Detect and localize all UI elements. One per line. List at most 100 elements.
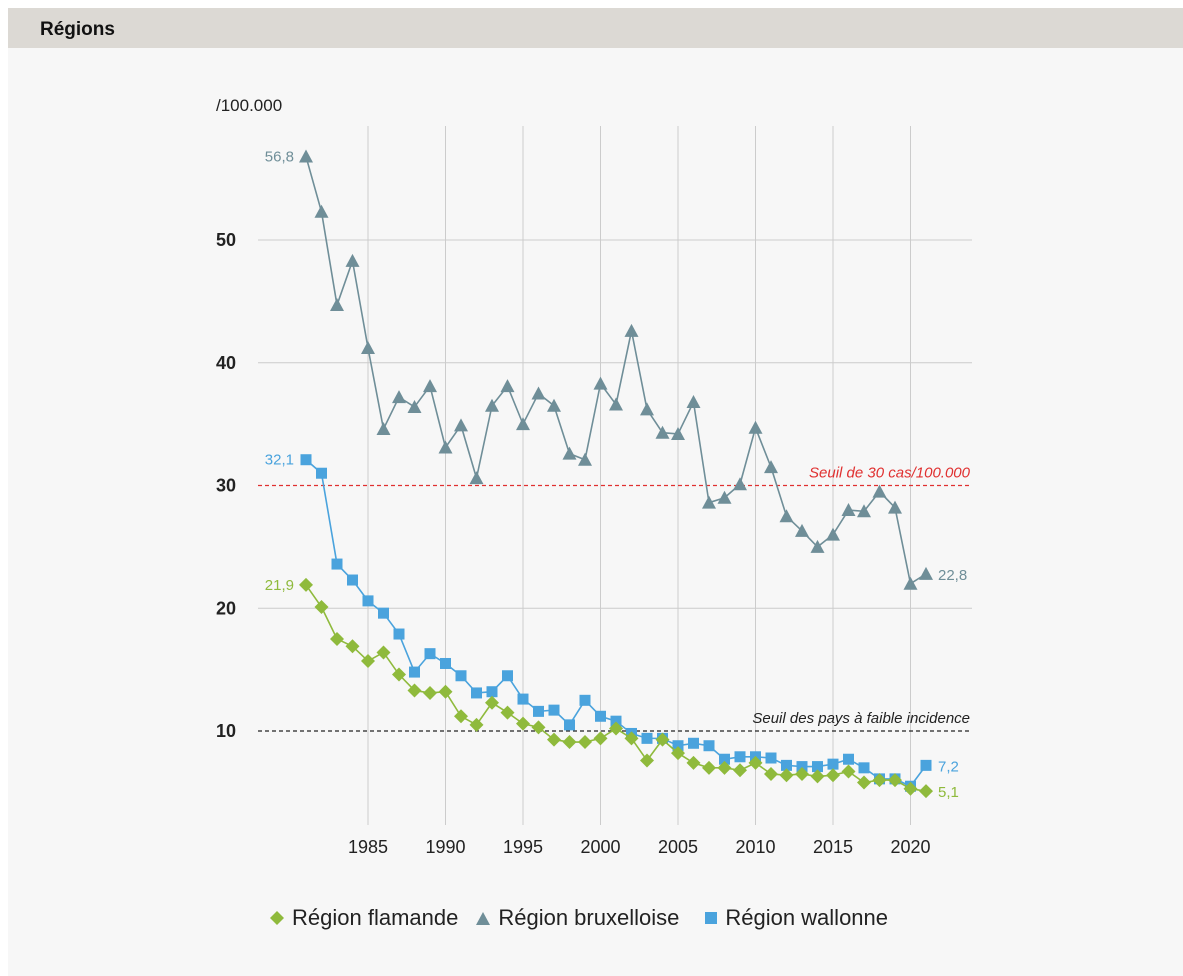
data-point-bruxelloise: [779, 509, 794, 523]
legend-label-flamande: Région flamande: [292, 905, 459, 930]
data-point-wallonne: [734, 751, 746, 763]
data-point-wallonne: [409, 666, 420, 678]
data-point-bruxelloise: [516, 417, 530, 431]
data-point-wallonne: [796, 761, 808, 773]
data-point-flamande: [640, 753, 654, 768]
data-point-bruxelloise: [919, 566, 933, 580]
data-point-wallonne: [471, 687, 482, 699]
section-title: Régions: [40, 19, 115, 40]
data-point-wallonne: [595, 710, 606, 722]
data-point-flamande: [299, 577, 313, 592]
data-point-wallonne: [641, 732, 653, 744]
data-point-flamande: [454, 709, 468, 724]
data-point-bruxelloise: [407, 399, 422, 413]
data-point-bruxelloise: [330, 298, 344, 312]
data-point-flamande: [314, 600, 329, 615]
data-point-bruxelloise: [733, 477, 747, 491]
data-point-bruxelloise: [299, 149, 313, 163]
data-point-bruxelloise: [562, 446, 577, 460]
data-point-wallonne: [827, 758, 839, 770]
x-tick-label-2010: 2010: [735, 837, 775, 857]
data-point-wallonne: [719, 753, 730, 765]
data-point-bruxelloise: [748, 420, 763, 434]
data-point-flamande: [531, 720, 546, 735]
y-tick-label-10: 10: [216, 721, 236, 741]
x-tick-label-2000: 2000: [580, 837, 620, 857]
triangle-icon: [476, 911, 491, 925]
data-point-bruxelloise: [702, 495, 716, 509]
x-tick-label-2015: 2015: [813, 837, 853, 857]
data-point-wallonne: [362, 595, 374, 607]
data-point-flamande: [361, 654, 375, 669]
data-point-flamande: [841, 764, 856, 779]
data-point-bruxelloise: [531, 386, 546, 400]
data-point-bruxelloise: [423, 379, 437, 393]
data-point-wallonne: [812, 761, 823, 773]
data-point-flamande: [702, 760, 716, 775]
data-point-wallonne: [688, 737, 699, 749]
data-point-flamande: [376, 645, 391, 660]
data-point-bruxelloise: [454, 418, 468, 432]
data-point-bruxelloise: [438, 440, 453, 454]
y-tick-label-40: 40: [216, 353, 236, 373]
start-label-wallonne: 32,1: [265, 452, 294, 469]
data-point-bruxelloise: [717, 490, 732, 504]
data-point-bruxelloise: [686, 395, 701, 409]
x-tick-label-2005: 2005: [658, 837, 698, 857]
data-point-flamande: [686, 755, 701, 770]
data-point-wallonne: [440, 657, 451, 669]
data-point-flamande: [779, 768, 794, 783]
data-point-flamande: [407, 683, 422, 698]
data-point-bruxelloise: [593, 376, 608, 390]
start-label-bruxelloise: 56,8: [265, 149, 294, 166]
x-tick-label-1985: 1985: [348, 837, 388, 857]
data-point-bruxelloise: [872, 484, 887, 498]
data-point-bruxelloise: [500, 379, 515, 393]
threshold-label-30: Seuil de 30 cas/100.000: [809, 465, 971, 482]
chart-panel: [8, 8, 1183, 976]
data-point-flamande: [423, 685, 437, 700]
data-point-bruxelloise: [345, 253, 360, 267]
data-point-wallonne: [703, 740, 715, 752]
y-tick-label-30: 30: [216, 476, 236, 496]
x-tick-label-2020: 2020: [890, 837, 930, 857]
data-point-flamande: [919, 784, 933, 799]
data-point-wallonne: [548, 704, 560, 716]
data-point-bruxelloise: [547, 398, 561, 412]
data-point-flamande: [733, 763, 747, 778]
data-point-flamande: [857, 775, 871, 790]
data-point-bruxelloise: [841, 503, 856, 517]
data-point-wallonne: [517, 693, 529, 705]
data-point-flamande: [438, 684, 453, 699]
x-tick-label-1990: 1990: [425, 837, 465, 857]
data-point-flamande: [547, 732, 561, 747]
threshold-label-10: Seuil des pays à faible incidence: [752, 710, 970, 727]
data-point-wallonne: [781, 759, 792, 771]
data-point-wallonne: [533, 705, 544, 717]
y-tick-label-50: 50: [216, 230, 236, 250]
data-point-flamande: [826, 768, 840, 783]
data-point-wallonne: [843, 753, 854, 765]
data-point-wallonne: [331, 558, 343, 570]
data-point-wallonne: [672, 740, 684, 752]
data-point-flamande: [330, 631, 344, 646]
data-point-flamande: [516, 716, 530, 731]
data-point-wallonne: [347, 574, 358, 586]
data-point-bruxelloise: [640, 402, 654, 416]
data-point-flamande: [469, 717, 484, 732]
data-point-flamande: [624, 731, 639, 746]
legend-item-flamande: Région flamande: [270, 905, 458, 931]
data-point-flamande: [903, 781, 918, 796]
data-point-flamande: [717, 760, 732, 775]
legend-item-bruxelloise: Région bruxelloise: [476, 905, 679, 931]
data-point-bruxelloise: [578, 452, 592, 466]
data-point-bruxelloise: [392, 390, 406, 404]
data-point-bruxelloise: [764, 460, 778, 474]
data-point-flamande: [562, 735, 577, 750]
data-point-wallonne: [393, 628, 405, 640]
data-point-flamande: [795, 766, 809, 781]
data-point-wallonne: [455, 670, 467, 682]
data-point-bruxelloise: [655, 425, 670, 439]
data-point-wallonne: [300, 454, 312, 466]
end-label-flamande: 5,1: [938, 784, 959, 801]
